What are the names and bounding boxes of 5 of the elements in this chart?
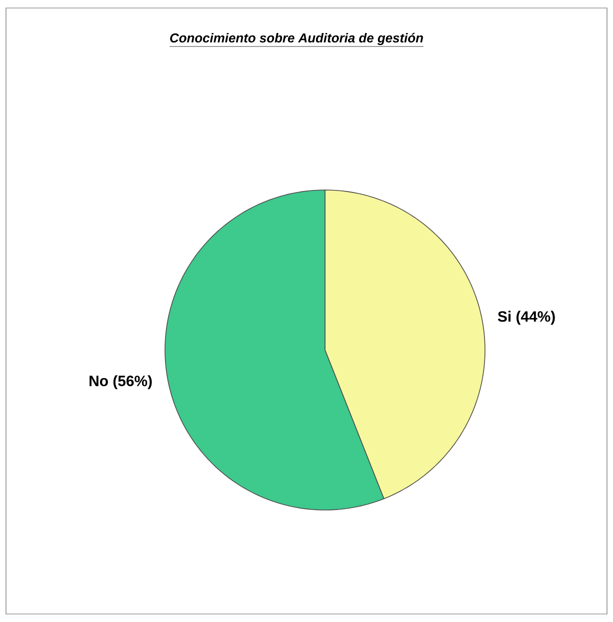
- data-label: (56%): [113, 375, 152, 390]
- slice-label: Si: [498, 310, 511, 322]
- chart-title: Conocimiento sobre Auditoria de gestión: [170, 32, 423, 46]
- slice-label: No: [90, 376, 108, 386]
- data-label: (44%): [516, 310, 555, 325]
